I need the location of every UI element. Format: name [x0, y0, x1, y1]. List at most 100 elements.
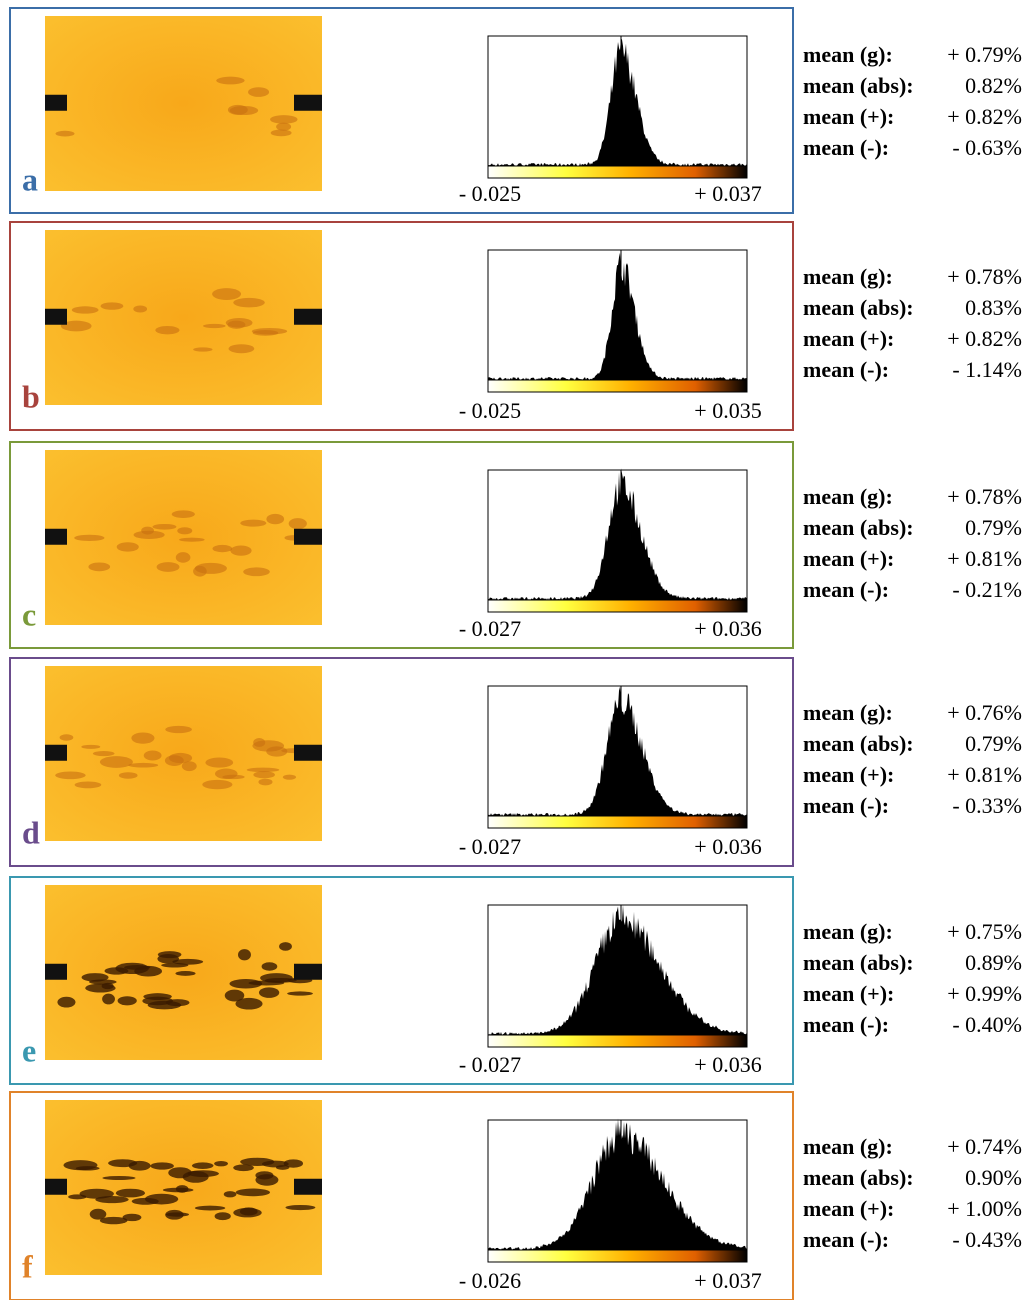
stat-name: mean (-): — [803, 1012, 889, 1037]
range-max: + 0.037 — [694, 181, 761, 206]
map-spot — [270, 115, 298, 124]
map-spot — [81, 973, 109, 982]
stat-name: mean (+): — [803, 1196, 894, 1221]
map-spot — [101, 982, 114, 990]
map-spot — [124, 965, 151, 970]
map-spot — [144, 1193, 179, 1205]
map-spot — [59, 734, 74, 741]
map-spot — [79, 1188, 114, 1199]
stat-value: + 1.00% — [947, 1196, 1022, 1221]
map-spot — [122, 1213, 142, 1222]
map-spot — [223, 1191, 237, 1198]
hist-bars — [488, 686, 747, 816]
stat-value: + 0.78% — [947, 484, 1022, 509]
map-spot — [282, 774, 297, 780]
map-spot — [116, 542, 139, 552]
map-spot — [266, 746, 288, 757]
map-spot — [230, 545, 252, 556]
stat-name: mean (g): — [803, 42, 893, 67]
map-spot — [171, 510, 195, 518]
map-spot — [89, 1208, 107, 1220]
map-spot — [233, 1164, 254, 1172]
stat-name: mean (abs): — [803, 295, 914, 320]
map-spot — [261, 962, 278, 971]
map-spot — [57, 996, 76, 1008]
map-spot — [102, 1175, 136, 1180]
map-defect — [294, 94, 322, 111]
map-spot — [63, 1160, 98, 1171]
stat-name: mean (+): — [803, 546, 894, 571]
map-spot — [216, 76, 245, 85]
map-spot — [164, 755, 184, 766]
color-bar — [487, 379, 748, 393]
panel-letter: a — [22, 161, 38, 197]
map-spot — [117, 996, 137, 1006]
stat-name: mean (g): — [803, 264, 893, 289]
range-min: - 0.025 — [459, 181, 521, 206]
map-spot — [240, 1157, 275, 1166]
map-defect — [294, 744, 322, 761]
map-spot — [179, 537, 205, 542]
map-spot — [152, 523, 177, 530]
map-spot — [258, 987, 280, 998]
map-spot — [203, 323, 226, 329]
stat-value: - 0.40% — [952, 1012, 1022, 1037]
range-min: - 0.027 — [459, 616, 521, 641]
map-spot — [74, 781, 102, 789]
stat-value: + 0.76% — [947, 700, 1022, 725]
map-spot — [251, 328, 288, 335]
map-spot — [175, 552, 191, 563]
map-spot — [168, 1167, 192, 1179]
map-spot — [99, 756, 133, 768]
map-spot — [205, 757, 234, 768]
stat-value: 0.83% — [965, 295, 1022, 320]
color-bar — [487, 815, 748, 829]
map-spot — [68, 1194, 87, 1200]
map-spot — [81, 744, 101, 749]
stat-value: + 0.81% — [947, 762, 1022, 787]
map-spot — [285, 1204, 316, 1211]
map-spot — [165, 999, 190, 1007]
map-spot — [270, 129, 292, 137]
map-defect — [45, 528, 67, 545]
panel-frame — [9, 876, 794, 1085]
panel-frame — [9, 441, 794, 649]
map-spot — [224, 989, 245, 1002]
map-defect — [294, 1178, 322, 1195]
stat-name: mean (g): — [803, 1134, 893, 1159]
map-spot — [237, 949, 251, 961]
map-spot — [55, 130, 75, 137]
stat-value: - 0.43% — [952, 1227, 1022, 1252]
map-spot — [60, 320, 92, 332]
map-spot — [100, 302, 124, 310]
stat-name: mean (abs): — [803, 1165, 914, 1190]
map-defect — [45, 94, 67, 111]
stat-value: - 1.14% — [952, 357, 1022, 382]
map-defect — [294, 528, 322, 545]
stat-value: 0.90% — [965, 1165, 1022, 1190]
map-spot — [150, 1162, 174, 1170]
panel-letter: d — [22, 814, 40, 850]
map-spot — [155, 325, 180, 335]
panel-letter: f — [22, 1248, 33, 1284]
map-spot — [175, 971, 196, 976]
range-min: - 0.027 — [459, 834, 521, 859]
stat-name: mean (+): — [803, 326, 894, 351]
map-spot — [235, 1188, 271, 1197]
panel-frame — [9, 1091, 794, 1300]
map-spot — [212, 288, 242, 300]
stat-name: mean (-): — [803, 577, 889, 602]
map-spot — [283, 1159, 304, 1168]
map-defect — [294, 308, 322, 325]
stat-value: 0.79% — [965, 731, 1022, 756]
range-max: + 0.036 — [694, 834, 761, 859]
map-spot — [194, 1205, 226, 1211]
map-spot — [118, 772, 138, 779]
map-spot — [243, 567, 270, 577]
map-spot — [55, 771, 86, 780]
map-spot — [74, 534, 105, 542]
map-spot — [133, 305, 148, 313]
stat-value: + 0.74% — [947, 1134, 1022, 1159]
stat-value: + 0.82% — [947, 104, 1022, 129]
